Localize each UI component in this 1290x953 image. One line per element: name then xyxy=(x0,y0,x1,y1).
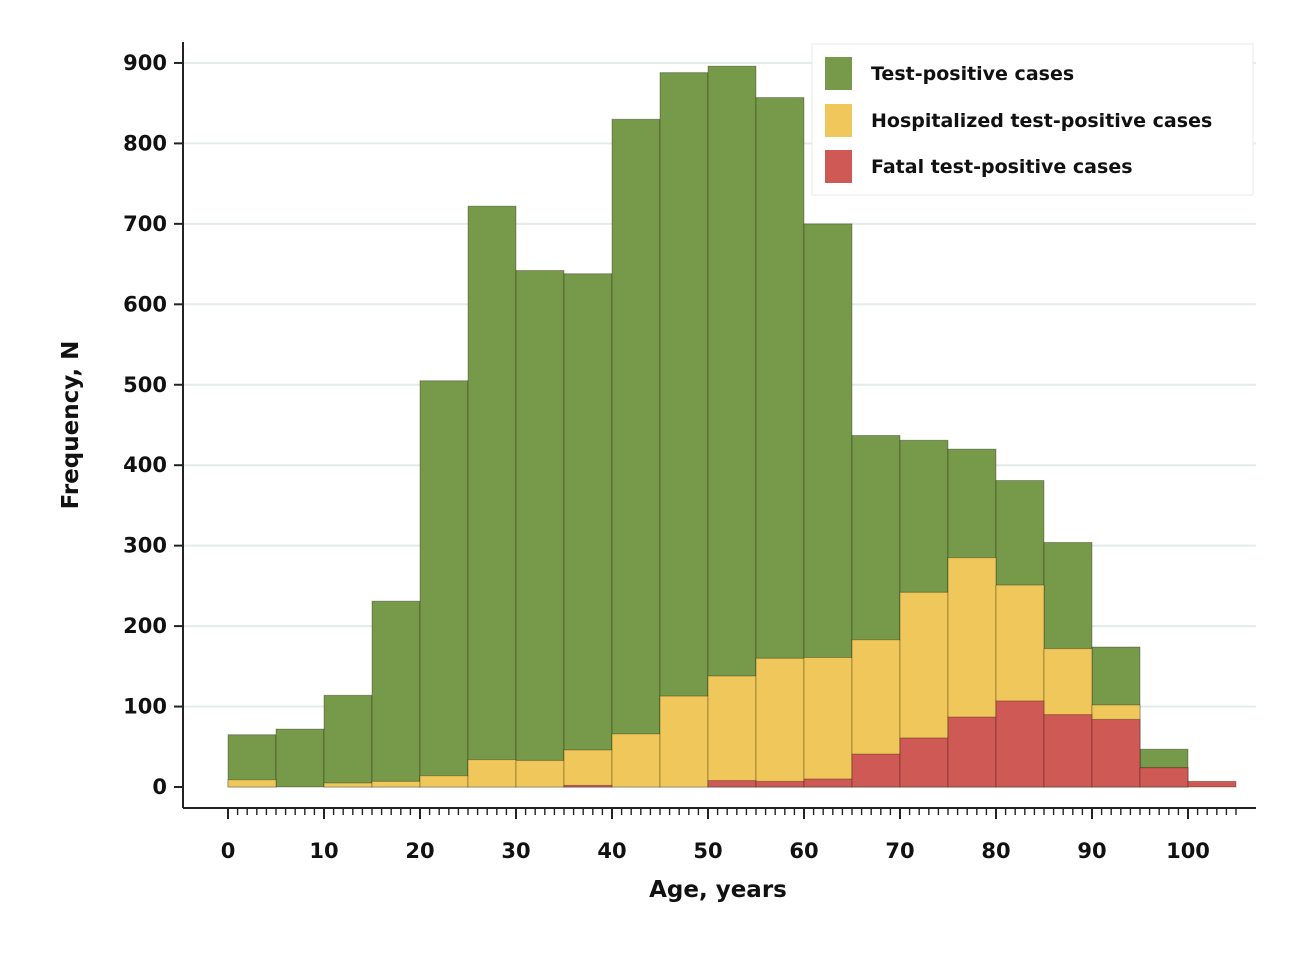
y-tick-label: 900 xyxy=(123,51,167,75)
bar-series-2-bin-80 xyxy=(995,700,1045,788)
x-tick-label: 80 xyxy=(981,839,1010,863)
bar-series-0-bin-35 xyxy=(563,273,613,788)
x-tick-label: 30 xyxy=(501,839,530,863)
x-tick-label: 0 xyxy=(221,839,236,863)
bar-series-2-bin-55 xyxy=(755,780,805,788)
legend: Test-positive cases Hospitalized test-po… xyxy=(811,43,1254,196)
bar-series-1-bin-30 xyxy=(515,759,565,788)
x-tick-label: 60 xyxy=(789,839,818,863)
y-tick-label: 200 xyxy=(123,614,167,638)
bar-series-2-bin-50 xyxy=(707,780,757,788)
bar-series-0-bin-0 xyxy=(227,734,277,788)
bar-series-1-bin-55 xyxy=(755,657,805,788)
bar-series-1-bin-60 xyxy=(803,656,853,788)
legend-label-test-positive: Test-positive cases xyxy=(871,63,1074,85)
y-tick-label: 800 xyxy=(123,131,167,155)
y-tick-label: 0 xyxy=(152,775,167,799)
bar-series-0-bin-50 xyxy=(707,65,757,788)
x-tick-label: 20 xyxy=(405,839,434,863)
legend-swatch-fatal xyxy=(825,150,852,183)
bar-series-2-bin-90 xyxy=(1091,718,1141,788)
bar-series-2-bin-70 xyxy=(899,737,949,788)
legend-label-hospitalized: Hospitalized test-positive cases xyxy=(871,110,1212,132)
bar-series-2-bin-85 xyxy=(1043,714,1093,788)
bar-series-0-bin-15 xyxy=(371,600,421,788)
x-tick-label: 10 xyxy=(309,839,338,863)
y-tick-label: 500 xyxy=(123,373,167,397)
y-tick-label: 400 xyxy=(123,453,167,477)
bar-series-2-bin-95 xyxy=(1139,767,1189,788)
bar-series-0-bin-20 xyxy=(419,380,469,788)
bar-series-1-bin-25 xyxy=(467,759,517,788)
bar-series-1-bin-35 xyxy=(563,749,613,788)
bars xyxy=(227,65,1237,788)
legend-label-fatal: Fatal test-positive cases xyxy=(871,156,1133,178)
x-tick-label: 40 xyxy=(597,839,626,863)
bar-series-2-bin-75 xyxy=(947,716,997,788)
bar-series-1-bin-45 xyxy=(659,695,709,788)
bar-series-1-bin-50 xyxy=(707,675,757,788)
axes: 0 100 200 300 400 500 600 700 800 900 0 10 20 30 40 50 6… xyxy=(123,42,1256,863)
y-tick-label: 100 xyxy=(123,695,167,719)
bar-series-0-bin-10 xyxy=(323,694,373,788)
legend-swatch-hospitalized xyxy=(825,104,852,137)
x-tick-label: 50 xyxy=(693,839,722,863)
legend-box xyxy=(811,43,1254,196)
bar-series-2-bin-100 xyxy=(1187,780,1237,788)
y-tick-label: 600 xyxy=(123,292,167,316)
bar-series-0-bin-45 xyxy=(659,72,709,788)
bar-series-2-bin-35 xyxy=(563,784,613,788)
bar-series-1-bin-15 xyxy=(371,780,421,788)
bar-series-1-bin-20 xyxy=(419,775,469,788)
bar-series-1-bin-0 xyxy=(227,779,277,788)
bar-series-0-bin-30 xyxy=(515,270,565,788)
bar-series-1-bin-10 xyxy=(323,782,373,788)
bar-series-0-bin-25 xyxy=(467,205,517,788)
y-tick-label: 300 xyxy=(123,534,167,558)
x-tick-label: 90 xyxy=(1077,839,1106,863)
bar-series-0-bin-5 xyxy=(275,728,325,788)
y-tick-label: 700 xyxy=(123,212,167,236)
bar-series-2-bin-65 xyxy=(851,753,901,788)
bar-series-1-bin-40 xyxy=(611,733,661,788)
legend-swatch-test-positive xyxy=(825,57,852,90)
x-axis-title: Age, years xyxy=(649,877,787,903)
bar-series-2-bin-60 xyxy=(803,778,853,788)
y-axis-title: Frequency, N xyxy=(58,341,84,510)
x-tick-label: 70 xyxy=(885,839,914,863)
x-tick-label: 100 xyxy=(1166,839,1210,863)
bar-series-0-bin-40 xyxy=(611,118,661,788)
